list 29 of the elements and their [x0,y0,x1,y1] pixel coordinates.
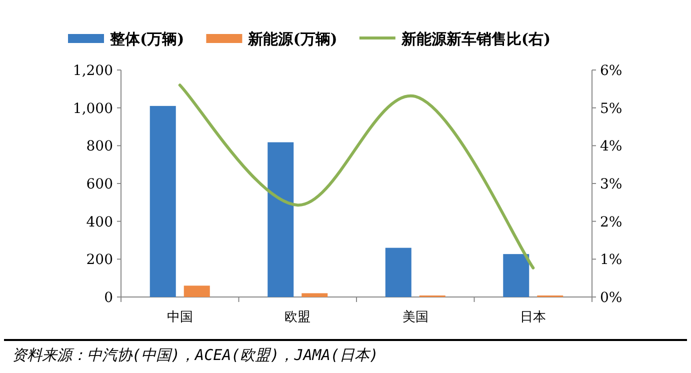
text: 资料来源：中汽协(中国)，ACEA(欧盟)，JAMA(日本) [12,346,378,364]
x-tick-label: 欧盟 [284,310,311,325]
legend-label: 新能源新车销售比(右) [400,30,551,48]
bar [268,142,294,297]
bar [503,254,530,297]
legend-label: 整体(万辆) [109,30,184,48]
y2-tick-label: 6% [600,63,622,79]
line-series [178,84,535,270]
y-tick-label: 800 [86,138,113,155]
y2-tick-label: 4% [600,138,622,155]
y-tick-label: 400 [86,214,113,230]
y2-tick-label: 0% [600,290,622,306]
bar [150,106,176,297]
y-tick-label: 1,200 [72,63,113,79]
y2-tick-label: 2% [600,214,622,230]
bar [385,248,412,297]
y2-tick-label: 3% [600,176,622,192]
y-tick-label: 1,000 [72,100,113,117]
legend-label: 新能源(万辆) [247,30,338,48]
x-tick-label: 美国 [402,309,428,325]
bar [302,293,328,297]
x-tick-label: 日本 [520,310,546,325]
y-tick-label: 200 [86,252,113,268]
bar [184,286,210,297]
y2-tick-label: 5% [600,100,622,117]
x-tick-label: 中国 [166,310,193,325]
y-tick-label: 0 [104,290,113,306]
y2-tick-label: 1% [600,252,622,268]
y-tick-label: 600 [86,176,113,192]
